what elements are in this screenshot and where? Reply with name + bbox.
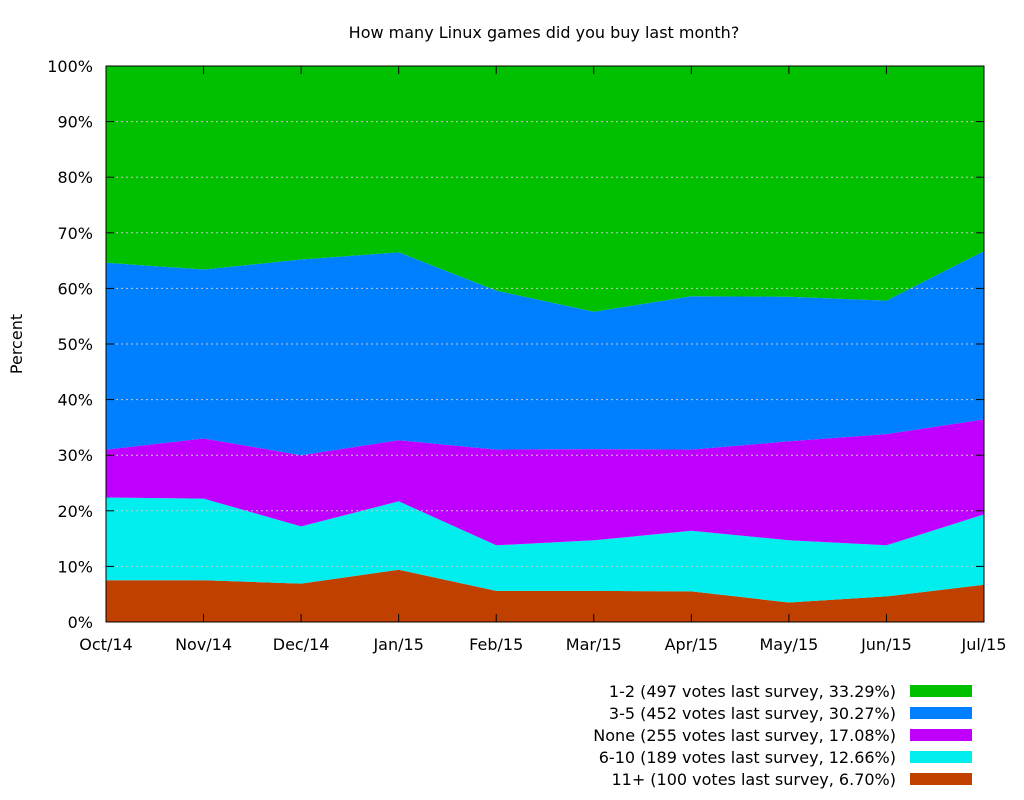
y-axis-ticks: 0% 10% 20% 30% 40% 50% 60% 70% 80% 90% 100% (47, 57, 984, 632)
legend: 1-2 (497 votes last survey, 33.29%) 3-5 (… (593, 682, 972, 789)
area-series-3 (106, 251, 984, 456)
y-tick-label-4: 40% (57, 391, 93, 410)
x-axis-ticks: Oct/14 Nov/14 Dec/14 Jan/15 Feb/15 Mar/15 Apr/… (79, 66, 1007, 654)
x-tick-label-6: Apr/15 (665, 635, 718, 654)
legend-label-1: 3-5 (452 votes last survey, 30.27%) (609, 704, 896, 723)
y-tick-label-9: 90% (57, 113, 93, 132)
area-series-4 (106, 66, 984, 312)
legend-label-4: 11+ (100 votes last survey, 6.70%) (611, 770, 896, 789)
x-tick-label-2: Dec/14 (273, 635, 330, 654)
y-tick-label-2: 20% (57, 502, 93, 521)
x-tick-label-5: Mar/15 (566, 635, 622, 654)
legend-label-3: 6-10 (189 votes last survey, 12.66%) (599, 748, 896, 767)
y-tick-label-1: 10% (57, 557, 93, 576)
x-tick-label-4: Feb/15 (469, 635, 523, 654)
x-tick-label-1: Nov/14 (175, 635, 232, 654)
legend-swatch-4 (910, 773, 972, 785)
legend-label-0: 1-2 (497 votes last survey, 33.29%) (609, 682, 896, 701)
legend-swatch-3 (910, 751, 972, 763)
area-series-1 (106, 497, 984, 603)
stacked-areas (106, 66, 984, 622)
x-tick-label-7: May/15 (759, 635, 818, 654)
y-tick-label-6: 60% (57, 279, 93, 298)
y-axis-label: Percent (7, 314, 26, 374)
y-tick-label-7: 70% (57, 224, 93, 243)
area-series-0 (106, 569, 984, 622)
legend-label-2: None (255 votes last survey, 17.08%) (593, 726, 896, 745)
x-tick-label-9: Jul/15 (960, 635, 1006, 654)
y-tick-label-0: 0% (68, 613, 93, 632)
legend-swatch-1 (910, 707, 972, 719)
legend-swatch-0 (910, 685, 972, 697)
chart-title: How many Linux games did you buy last mo… (349, 23, 740, 42)
y-tick-label-3: 30% (57, 446, 93, 465)
y-tick-label-10: 100% (47, 57, 93, 76)
gridlines (106, 121, 984, 567)
y-tick-label-8: 80% (57, 168, 93, 187)
y-tick-label-5: 50% (57, 335, 93, 354)
area-series-2 (106, 419, 984, 546)
legend-swatch-2 (910, 729, 972, 741)
x-tick-label-3: Jan/15 (372, 635, 423, 654)
x-tick-label-0: Oct/14 (79, 635, 132, 654)
x-tick-label-8: Jun/15 (860, 635, 912, 654)
